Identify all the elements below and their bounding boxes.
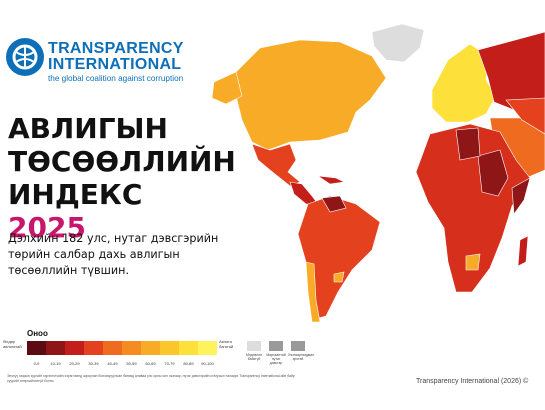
legend-swatch-2 — [65, 341, 84, 355]
legend-low-label: Өндөр авлигатай — [3, 339, 22, 349]
source-credit: Transparency International (2026) © — [416, 378, 529, 385]
logo-text-line2: INTERNATIONAL — [48, 56, 182, 73]
region-mexico — [251, 143, 301, 187]
region-sudan — [477, 149, 509, 197]
logo-text-line1: TRANSPARENCY — [48, 40, 184, 57]
legend-extra-label: Хязгаарлагдмал эрхтэй — [288, 353, 315, 361]
legend-bin-label: 40-49 — [107, 361, 118, 366]
legend-color-scale — [27, 341, 217, 355]
legend-bin-label: 20-29 — [69, 361, 80, 366]
region-libya — [455, 127, 481, 161]
globe-icon — [6, 38, 44, 76]
title-year: 2025 — [8, 211, 86, 244]
region-central-asia — [505, 97, 545, 135]
legend-extra-swatch-1 — [269, 341, 283, 351]
title-line-1: АВЛИГЫН — [8, 112, 168, 145]
legend-swatch-0 — [27, 341, 46, 355]
legend-swatch-3 — [84, 341, 103, 355]
legend-no-data: Мэдээлэл байхгүй — [244, 341, 264, 361]
region-greenland — [371, 23, 425, 63]
map-disclaimer: Энэхүү газрын зургийг хэрэглэгчийн хэрэг… — [7, 374, 295, 383]
region-alaska — [211, 71, 243, 105]
region-central-america — [289, 181, 319, 205]
legend-restricted: Хязгаарлагдмал эрхтэй — [288, 341, 315, 361]
title-index-word: ИНДЕКС — [8, 178, 143, 211]
legend-bin-label: 80-89 — [183, 361, 194, 366]
legend-swatch-4 — [103, 341, 122, 355]
region-madagascar — [517, 235, 529, 267]
region-somalia — [511, 177, 531, 215]
legend-bin-label: 70-79 — [164, 361, 175, 366]
legend-bin-label: 90-100 — [201, 361, 214, 366]
legend-swatch-6 — [141, 341, 160, 355]
legend-bin-label: 30-39 — [88, 361, 99, 366]
legend-extra-swatch-2 — [291, 341, 305, 351]
ti-logo: TRANSPARENCY INTERNATIONAL the global co… — [6, 38, 196, 83]
legend-swatch-8 — [179, 341, 198, 355]
legend-extra-swatch-0 — [247, 341, 261, 351]
region-caribbean — [317, 175, 345, 185]
legend-extra-label: Мэдээлэл байхгүй — [245, 353, 263, 361]
legend-bin-label: 0-9 — [33, 361, 40, 366]
legend-bin-label: 10-19 — [50, 361, 61, 366]
legend-bin-label: 60-69 — [145, 361, 156, 366]
logo-tagline: the global coalition against corruption — [48, 74, 184, 83]
title-line-2: ТӨСӨӨЛЛИЙН — [8, 145, 236, 178]
region-north-america — [235, 39, 387, 151]
page-title: АВЛИГЫН ТӨСӨӨЛЛИЙН ИНДЕКС 2025 — [8, 112, 236, 244]
legend-swatch-1 — [46, 341, 65, 355]
region-venezuela — [321, 195, 347, 213]
legend-swatch-5 — [122, 341, 141, 355]
legend-swatch-7 — [160, 341, 179, 355]
legend-bin-label: 50-59 — [126, 361, 137, 366]
legend-extra-label: Маргаантай нутаг дэвсгэр — [266, 353, 286, 365]
region-botswana — [465, 253, 481, 271]
legend-title: Оноо — [27, 329, 48, 338]
page-subtitle: Дэлхийн 182 улс, нутаг дэвсгэрийн төрийн… — [8, 232, 219, 277]
region-chile — [305, 261, 321, 323]
title-line-3: ИНДЕКС 2025 — [8, 178, 228, 244]
legend-disputed: Маргаантай нутаг дэвсгэр — [266, 341, 286, 365]
region-uruguay — [333, 271, 345, 283]
legend-high-label: Авлига багатай — [219, 339, 234, 349]
legend-scale-labels: 0-9 10-19 20-29 30-39 40-49 50-59 60-69 … — [27, 361, 217, 366]
legend-swatch-9 — [198, 341, 217, 355]
